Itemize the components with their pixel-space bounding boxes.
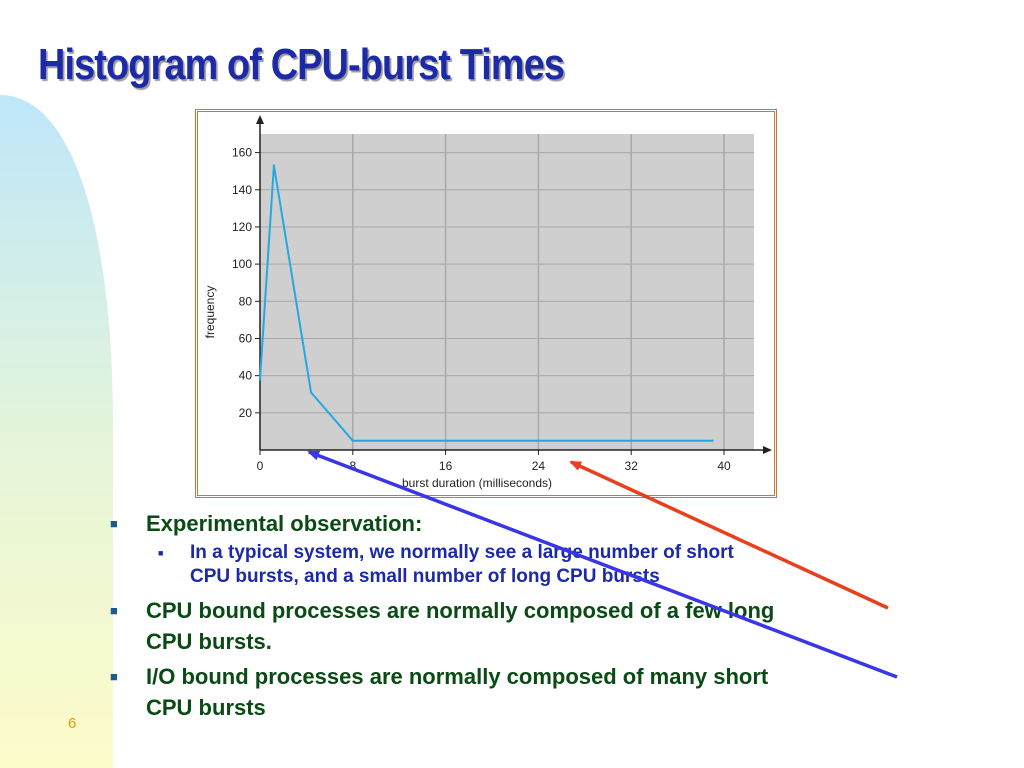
y-tick-label: 40 bbox=[239, 369, 253, 383]
x-tick-label: 24 bbox=[532, 459, 546, 473]
bullet-experimental: ■ Experimental observation: bbox=[108, 508, 988, 539]
data-point bbox=[630, 439, 633, 442]
histogram-chart: 20 40 60 80 100 120 140 160 0 8 16 24 32 40 burst dura… bbox=[203, 115, 772, 490]
data-point bbox=[272, 164, 276, 167]
square-bullet-icon: ■ bbox=[110, 603, 118, 618]
bullet-line-2: CPU bursts. bbox=[146, 629, 272, 654]
x-tick-label: 40 bbox=[717, 459, 731, 473]
bullet-text: Experimental observation: bbox=[146, 511, 423, 536]
sub-bullet-line-2: CPU bursts, and a small number of long C… bbox=[190, 566, 660, 587]
y-tick-label: 80 bbox=[239, 294, 253, 308]
plot-background bbox=[260, 134, 754, 450]
page-number: 6 bbox=[68, 715, 77, 732]
y-tick-label: 100 bbox=[232, 257, 252, 271]
data-point bbox=[351, 439, 354, 442]
slide-title: Histogram of CPU-burst Times bbox=[38, 40, 565, 89]
bullet-line-2: CPU bursts bbox=[146, 695, 266, 720]
x-tick-label: 16 bbox=[439, 459, 453, 473]
bullet-list: ■ Experimental observation: ■ In a typic… bbox=[108, 508, 988, 723]
x-tick-label: 0 bbox=[257, 459, 264, 473]
y-tick-label: 20 bbox=[239, 406, 253, 420]
y-tick-label: 60 bbox=[239, 331, 253, 345]
x-tick-label: 8 bbox=[349, 459, 356, 473]
y-tick-label: 120 bbox=[232, 220, 252, 234]
data-point bbox=[444, 439, 447, 442]
bullet-cpu-bound: ■ CPU bound processes are normally compo… bbox=[108, 595, 988, 657]
bullet-line-1: I/O bound processes are normally compose… bbox=[146, 664, 769, 689]
chart-frame: 20 40 60 80 100 120 140 160 0 8 16 24 32 40 burst dura… bbox=[195, 109, 777, 498]
data-point bbox=[537, 439, 540, 442]
y-axis-label: frequency bbox=[203, 286, 217, 339]
sub-bullet-line-1: In a typical system, we normally see a l… bbox=[190, 542, 734, 563]
bullet-line-1: CPU bound processes are normally compose… bbox=[146, 598, 775, 623]
x-axis-arrow-icon bbox=[763, 446, 772, 454]
x-axis-label: burst duration (milliseconds) bbox=[402, 476, 552, 490]
square-bullet-icon: ■ bbox=[110, 516, 118, 531]
frequency-series-line bbox=[259, 164, 713, 442]
y-axis-arrow-icon bbox=[256, 115, 264, 124]
data-point bbox=[309, 391, 313, 394]
x-tick-label: 32 bbox=[625, 459, 639, 473]
data-point bbox=[711, 439, 714, 442]
bullet-io-bound: ■ I/O bound processes are normally compo… bbox=[108, 661, 988, 723]
small-square-bullet-icon: ■ bbox=[158, 548, 164, 558]
data-point bbox=[258, 378, 262, 381]
y-tick-label: 160 bbox=[232, 146, 252, 160]
y-tick-label: 140 bbox=[232, 183, 252, 197]
sub-bullet-typical-system: ■ In a typical system, we normally see a… bbox=[108, 541, 988, 589]
square-bullet-icon: ■ bbox=[110, 669, 118, 684]
